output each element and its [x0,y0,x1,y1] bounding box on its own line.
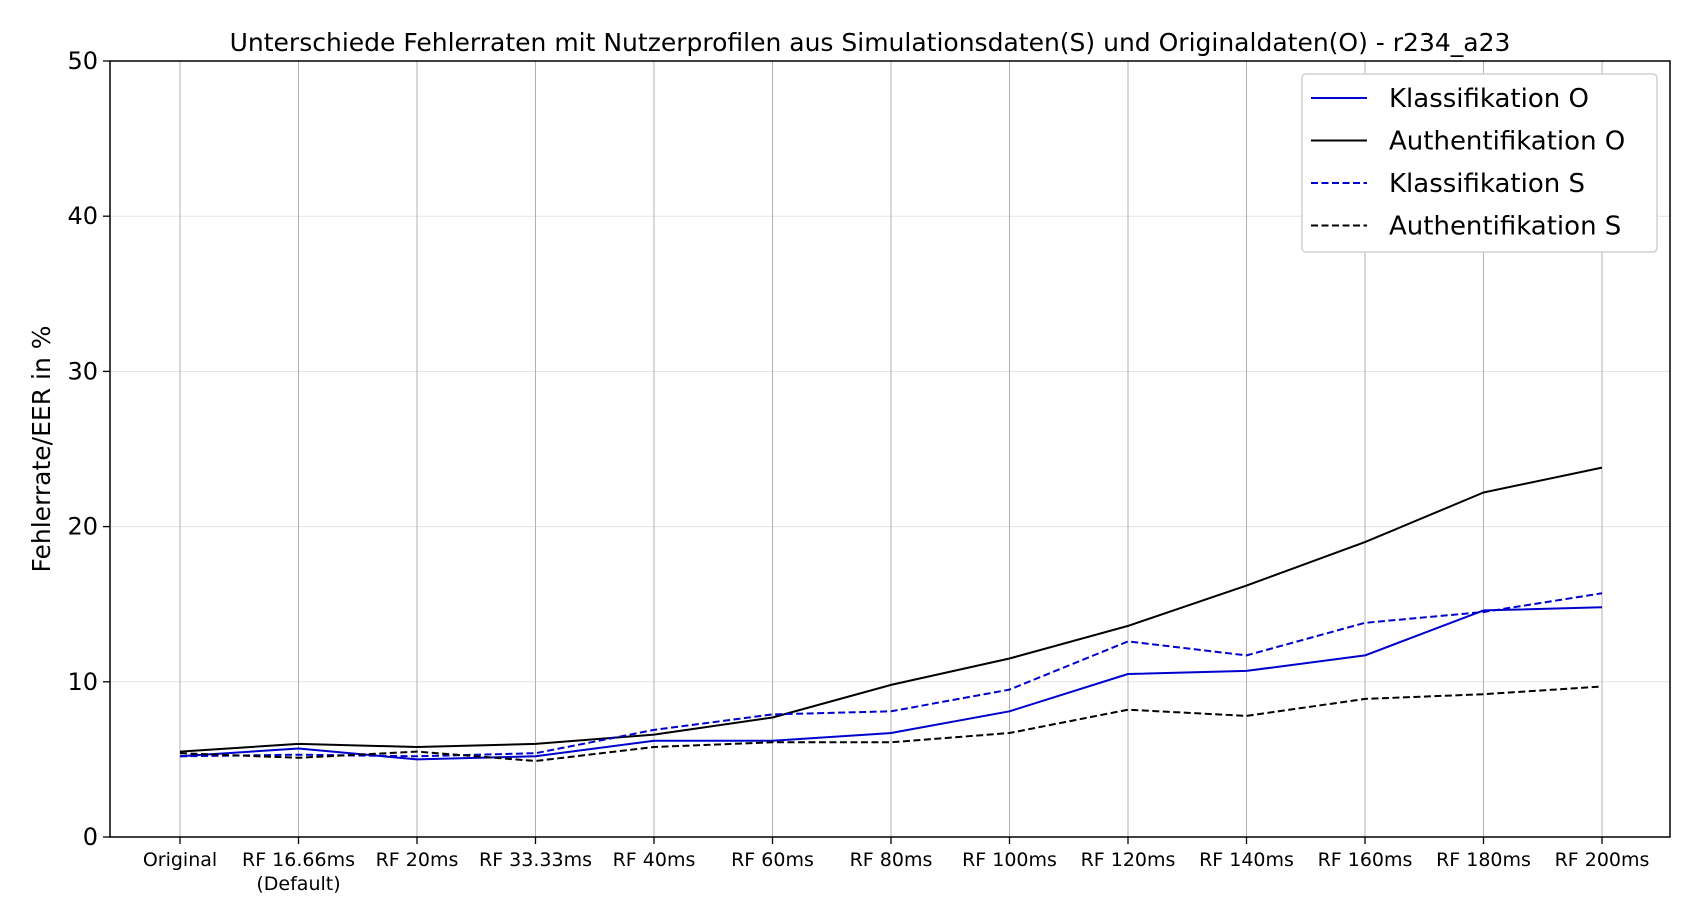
legend-label: Klassifikation O [1389,84,1589,114]
x-tick-label-line: Original [143,849,217,871]
x-tick-label: RF 200ms [1555,849,1650,871]
x-tick-label-line: RF 33.33ms [479,849,592,871]
x-tick-label: RF 60ms [731,849,814,871]
x-tick-label-line: RF 120ms [1081,849,1176,871]
x-tick-label: RF 20ms [376,849,459,871]
x-tick-label-line: RF 180ms [1436,849,1531,871]
grid [110,60,1670,838]
x-tick-label-line: RF 16.66ms [242,849,355,871]
x-tick-label-line: RF 20ms [376,849,459,871]
plot-area-border [109,60,1671,838]
x-tick-label-line: RF 40ms [613,849,696,871]
x-tick-label: RF 160ms [1318,849,1413,871]
x-axis-ticks: Original RF 16.66ms (Default) RF 20ms RF 33.… [143,837,1650,895]
series-line-1 [179,606,1603,761]
series-layer [179,466,1603,762]
x-tick-label: RF 16.66ms (Default) [242,849,355,895]
legend-label: Klassifikation S [1389,169,1585,199]
y-tick-label: 0 [83,823,98,851]
series-line-2 [179,466,1603,753]
x-tick-label: RF 180ms [1436,849,1531,871]
y-tick-label: 20 [67,513,98,541]
y-tick-label: 50 [67,47,98,75]
chart-title: Unterschiede Fehlerraten mit Nutzerprofi… [230,28,1511,57]
y-tick-label: 30 [67,357,98,385]
series-line-3 [179,592,1603,758]
series-line-4 [179,685,1603,762]
y-tick-label: 10 [67,668,98,696]
x-tick-label-line: (Default) [256,873,340,895]
y-axis-label: Fehlerrate/EER in % [27,325,56,572]
x-tick-label: RF 33.33ms [479,849,592,871]
x-tick-label: RF 140ms [1199,849,1294,871]
x-tick-label: RF 100ms [962,849,1057,871]
x-tick-label-line: RF 160ms [1318,849,1413,871]
y-axis-ticks: 0 10 20 30 40 50 [67,47,110,851]
x-tick-label: RF 80ms [850,849,933,871]
legend-label: Authentifikation O [1389,127,1625,157]
legend-label: Authentifikation S [1389,212,1621,242]
x-tick-label-line: RF 100ms [962,849,1057,871]
y-tick-label: 40 [67,202,98,230]
x-tick-label: RF 120ms [1081,849,1176,871]
x-tick-label: Original [143,849,217,871]
x-tick-label: RF 40ms [613,849,696,871]
legend-box [1301,73,1658,253]
x-tick-label-line: RF 80ms [850,849,933,871]
legend: Klassifikation O Authentifikation O Klassi… [1301,73,1658,253]
x-tick-label-line: RF 140ms [1199,849,1294,871]
x-tick-label-line: RF 200ms [1555,849,1650,871]
x-tick-label-line: RF 60ms [731,849,814,871]
